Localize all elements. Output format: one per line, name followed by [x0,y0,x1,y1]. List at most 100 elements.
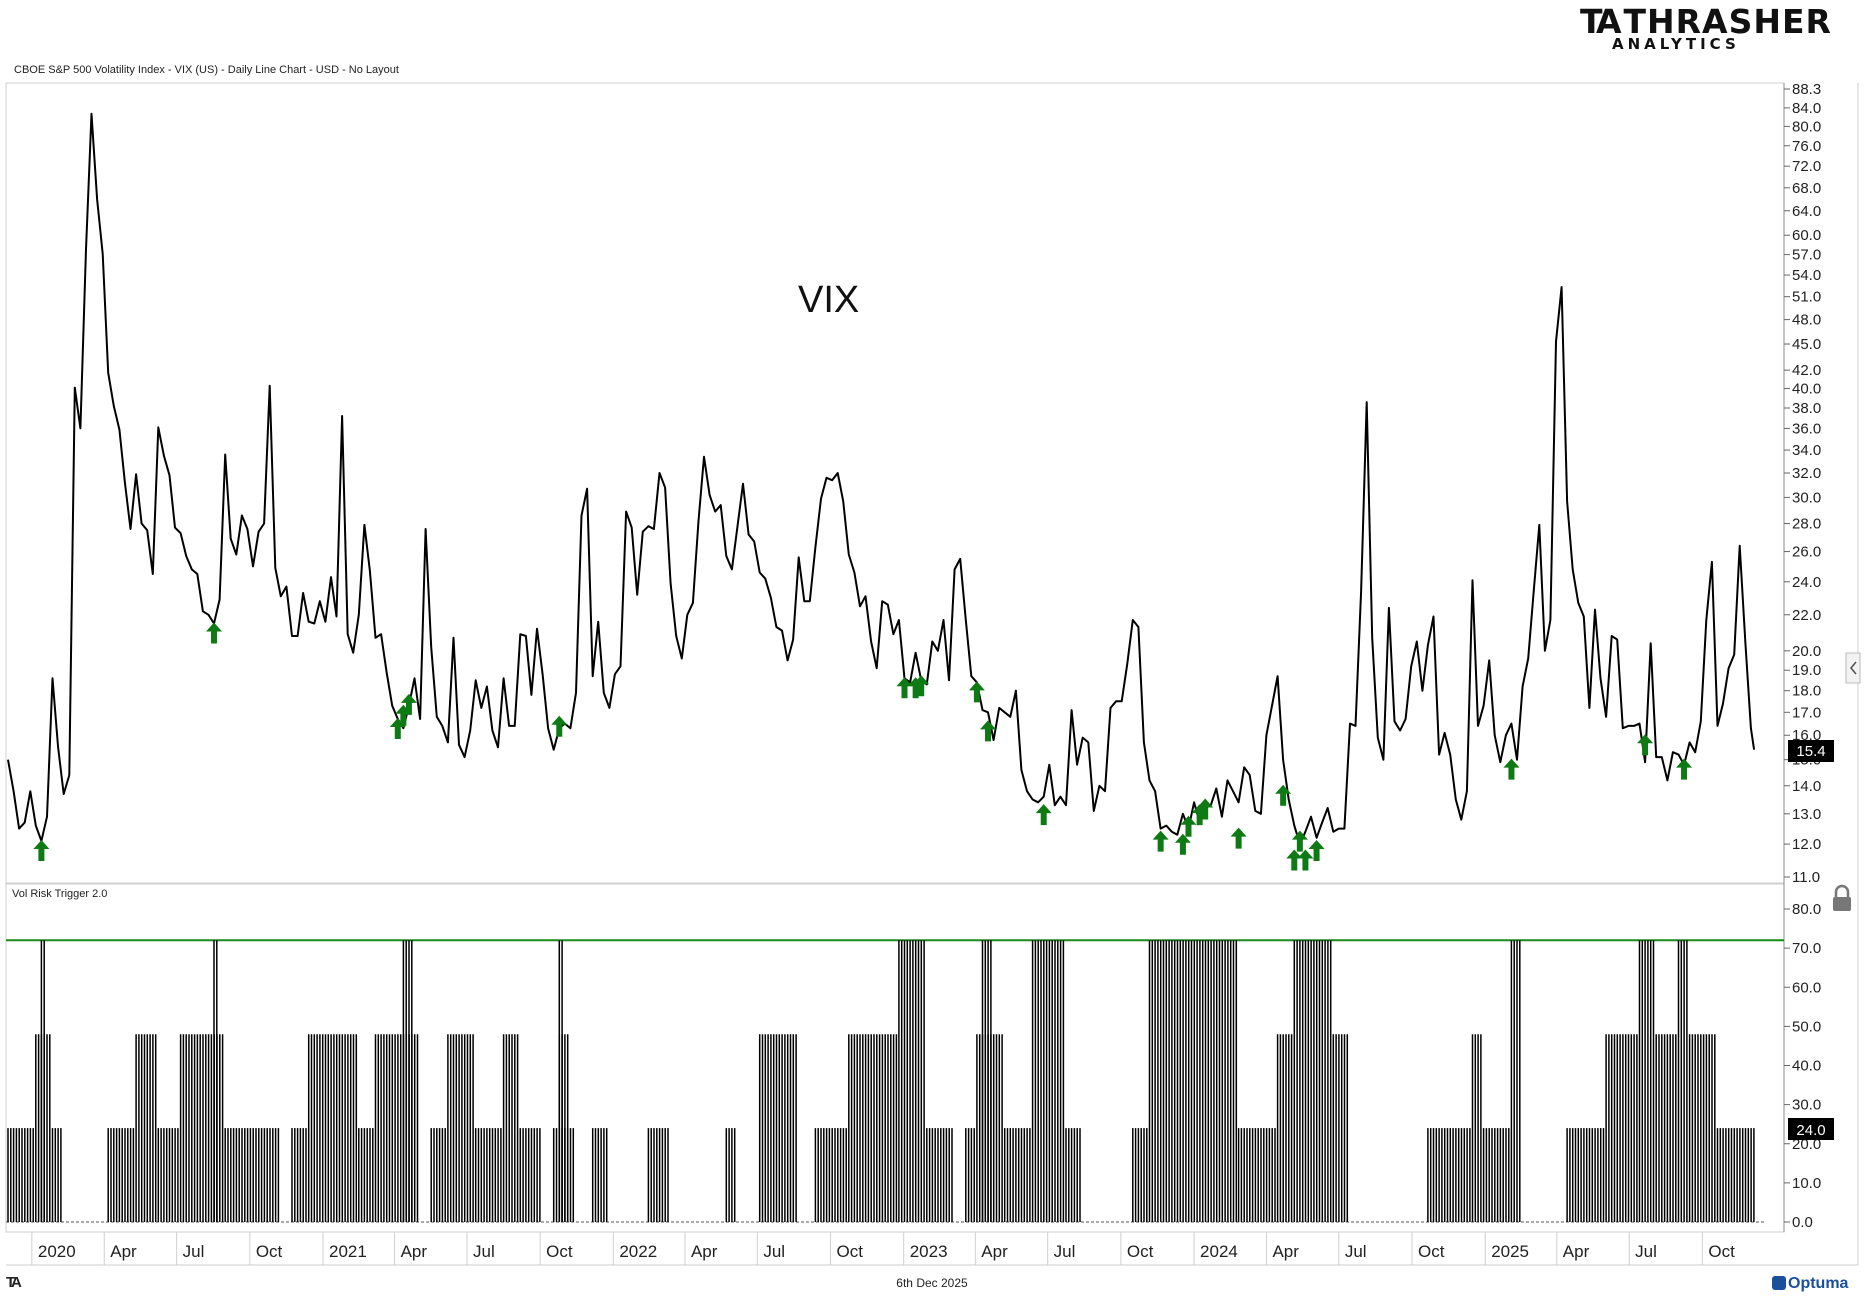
y-tick-label: 12.0 [1792,836,1821,853]
y-tick-label: 45.0 [1792,336,1821,353]
lock-icon[interactable] [1833,884,1851,911]
x-tick-label: 2022 [619,1242,657,1261]
x-tick-label: 2025 [1491,1242,1529,1261]
footer-date: 6th Dec 2025 [896,1276,968,1290]
trigger-segment [1482,1128,1510,1222]
signal-arrow [1291,830,1308,852]
last-value-text: 15.4 [1796,743,1825,760]
signal-arrow [896,677,913,699]
trigger-segment [1638,940,1655,1222]
trigger-segment [1605,1034,1638,1222]
x-axis: 2020 Apr Jul Oct 2021 Apr Jul Oct 2022 Apr Jul Oct 2… [31,1232,1735,1265]
price-y-axis: 88.3 84.080.0 76.0 72.0 68.0 64.0 60.0 57.0 54.0… [1784,81,1821,886]
trigger-segment [179,1034,224,1222]
x-tick-label: Apr [981,1242,1008,1261]
y-tick-label: 76.0 [1792,138,1821,155]
y-tick-label: 40.0 [1792,381,1821,398]
x-tick-label: Oct [1708,1242,1735,1261]
y-tick-label: 17.0 [1792,704,1821,721]
x-tick-label: Apr [691,1242,718,1261]
optuma-brand: Optuma [1772,1275,1848,1293]
vix-series [7,112,1756,846]
vix-line [7,112,1756,846]
trigger-segment [1065,1128,1081,1222]
chevron-left-icon[interactable] [1845,652,1861,684]
trigger-segment [1003,1128,1031,1222]
trigger-segment [35,1034,51,1222]
ind-tick-label: 50.0 [1792,1018,1821,1035]
y-tick-label: 32.0 [1792,465,1821,482]
trigger-segment [1276,1034,1293,1222]
y-tick-label: 68.0 [1792,180,1821,197]
trigger-segment [591,1128,608,1222]
trigger-segment [1293,940,1332,1222]
trigger-segment [1716,1128,1755,1222]
y-tick-label: 84.0 [1792,100,1821,117]
y-tick-label: 57.0 [1792,247,1821,264]
trigger-segment [1427,1128,1471,1222]
trigger-segment [7,1128,34,1222]
y-tick-label: 13.0 [1792,806,1821,823]
trigger-segment [552,1128,575,1222]
trigger-segment [981,940,992,1222]
y-tick-label: 18.0 [1792,683,1821,700]
trigger-segment [1510,940,1521,1222]
signal-arrow [1180,815,1197,837]
trigger-segment [1237,1128,1276,1222]
signal-arrow [551,715,568,737]
signal-arrow [33,839,50,861]
optuma-label: Optuma [1788,1275,1849,1292]
trigger-segment [976,1034,1003,1222]
y-tick-label: 88.3 [1792,81,1821,98]
trigger-segment [1677,940,1688,1222]
trigger-segment [814,1128,847,1222]
x-tick-label: Oct [837,1242,864,1261]
ind-tick-label: 10.0 [1792,1175,1821,1192]
x-tick-label: 2021 [329,1242,367,1261]
trigger-segment [1132,1128,1148,1222]
y-tick-label: 38.0 [1792,400,1821,417]
optuma-icon [1772,1276,1786,1290]
trigger-segment [224,1128,280,1222]
brand-logo: TA THRASHER ANALYTICS [1580,2,1832,53]
trigger-segment [402,940,413,1222]
y-tick-label: 34.0 [1792,442,1821,459]
indicator-y-axis: 80.070.060.050.040.030.020.010.00.0 [1784,901,1821,1231]
y-tick-label: 36.0 [1792,420,1821,437]
y-tick-label: 11.0 [1792,869,1820,886]
trigger-segment [1471,1034,1482,1222]
trigger-segment [107,1128,135,1222]
signal-arrow [913,675,930,697]
trigger-segment [558,940,563,1222]
x-tick-label: Apr [110,1242,137,1261]
signal-arrow [1308,839,1325,861]
signal-arrow [206,622,223,644]
trigger-segment [135,1034,157,1222]
y-tick-label: 80.0 [1792,118,1821,135]
trigger-segment [647,1128,669,1222]
brand-mark: TA [1580,2,1621,41]
x-tick-label: Jul [473,1242,495,1261]
trigger-segment [1655,1034,1677,1222]
trigger-segment [558,1034,569,1222]
indicator-last-badge [1788,1118,1834,1140]
x-tick-label: Jul [1054,1242,1076,1261]
y-tick-label: 64.0 [1792,203,1821,220]
y-tick-label: 20.0 [1792,643,1821,660]
ind-tick-label: 60.0 [1792,979,1821,996]
trigger-segment [926,1128,953,1222]
footer-mark: TA [6,1274,22,1291]
x-tick-label: Apr [401,1242,428,1261]
trigger-segment [758,1034,797,1222]
y-tick-label: 54.0 [1792,267,1821,284]
trigger-segment [157,1128,179,1222]
trigger-segment [51,1128,62,1222]
trigger-segment [502,1034,519,1222]
trigger-segment [965,1128,975,1222]
trigger-segment [898,940,925,1222]
signal-arrow [1174,833,1191,855]
trigger-segment [447,1034,474,1222]
trigger-segment [1566,1128,1605,1222]
signal-arrow [1152,830,1169,852]
